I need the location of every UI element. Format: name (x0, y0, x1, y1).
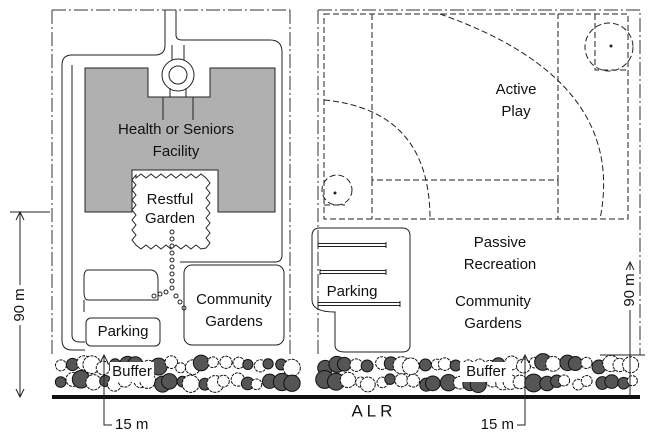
page: Health or SeniorsFacility RestfulGarden … (0, 0, 651, 432)
tree (360, 377, 375, 392)
tree (96, 361, 110, 375)
tree (425, 376, 440, 391)
tree (395, 374, 408, 387)
stall (318, 301, 400, 307)
parking-label: Parking (327, 283, 378, 300)
tree (438, 358, 451, 371)
sports-field (322, 14, 633, 219)
parking-label: Parking (98, 323, 149, 340)
path-dot (170, 237, 174, 241)
path-dot (170, 258, 174, 262)
community-gardens-label: Community Gardens (196, 291, 272, 330)
path-dot (164, 290, 168, 294)
path-dot (170, 230, 174, 234)
garden-path (152, 230, 186, 310)
tree (284, 375, 300, 391)
field-outline (324, 14, 628, 219)
path-dot (170, 272, 174, 276)
active-play-label: Active Play (496, 81, 537, 120)
tree (350, 359, 363, 372)
alr-label: A L R (352, 401, 393, 420)
field-lines (324, 14, 628, 219)
tree (568, 357, 582, 371)
tree (581, 376, 592, 387)
tree (86, 375, 101, 390)
label-line: Restful (147, 191, 194, 208)
path-dot (170, 265, 174, 269)
label-line: Community (455, 293, 531, 310)
path-dot (158, 292, 162, 296)
label-line: Gardens (464, 315, 522, 332)
marker (334, 192, 337, 195)
tree (263, 359, 273, 369)
dimension-label: 90 m (621, 273, 638, 306)
label-line: Gardens (205, 313, 263, 330)
tree (402, 358, 419, 375)
tree (251, 379, 262, 390)
dimension-label: 90 m (11, 288, 28, 321)
community-gardens-label: Community Gardens (455, 293, 531, 332)
property-line (52, 10, 640, 355)
label-line: Facility (153, 143, 200, 160)
path-dot (174, 294, 178, 298)
marker (610, 45, 613, 48)
tree (407, 374, 420, 387)
site-plan: Health or SeniorsFacility RestfulGarden … (0, 0, 651, 432)
label-line: Garden (145, 210, 195, 227)
buffer-label: Buffer (112, 363, 152, 380)
tree (605, 375, 619, 389)
tree (623, 357, 639, 373)
drop-off-loop (162, 59, 194, 91)
tree (627, 376, 637, 386)
stall (320, 269, 386, 275)
tree (243, 359, 253, 369)
label-line: Community (196, 291, 272, 308)
label-line: Passive (474, 234, 527, 251)
tree (546, 356, 561, 371)
tree (55, 360, 66, 371)
path-dot (170, 286, 174, 290)
path-dot (170, 279, 174, 283)
drop-off-island (169, 66, 187, 84)
stall (318, 242, 386, 248)
restful-garden-label: Restful Garden (145, 191, 195, 227)
tree (283, 359, 300, 376)
path-dot (152, 294, 156, 298)
left-loop (84, 270, 158, 312)
path-dot (170, 244, 174, 248)
passive-recreation-label: Passive Recreation (464, 234, 537, 273)
tree (182, 375, 199, 392)
tree (419, 359, 431, 371)
dimension-label: 15 m (481, 416, 514, 432)
tree (220, 356, 232, 368)
path-dot (170, 251, 174, 255)
tree (217, 375, 229, 387)
tree (208, 357, 219, 368)
tree (361, 360, 373, 372)
label-line: Recreation (464, 256, 537, 273)
tree (55, 377, 66, 388)
tree (193, 355, 209, 371)
base (322, 175, 352, 205)
tree (340, 372, 355, 387)
tree (337, 357, 351, 371)
tree (162, 374, 177, 389)
label-line: Play (501, 103, 531, 120)
boundaries (52, 10, 640, 355)
tree (176, 363, 186, 373)
tree (450, 360, 461, 371)
base (585, 23, 633, 71)
dimension-label: 15 m (115, 416, 148, 432)
tree (559, 375, 570, 386)
tree (385, 374, 395, 384)
label-line: Active (496, 81, 537, 98)
buffer-label: Buffer (466, 363, 506, 380)
label-line: Health or Seniors (118, 121, 234, 138)
path-dot (178, 300, 182, 304)
tree (581, 357, 592, 368)
